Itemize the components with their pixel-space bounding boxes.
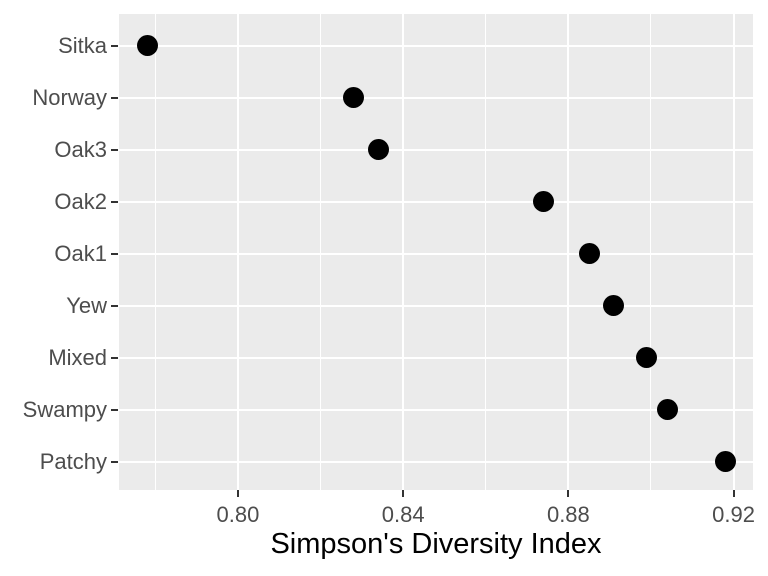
y-axis-label: Oak3	[54, 136, 107, 162]
y-axis-label: Oak2	[54, 188, 107, 214]
data-point	[533, 191, 555, 213]
y-axis-label: Mixed	[48, 344, 107, 370]
data-point	[343, 87, 365, 109]
y-tick-mark	[111, 148, 118, 151]
major-gridline-horizontal	[119, 356, 753, 359]
data-point	[603, 295, 625, 317]
plot-panel	[119, 14, 753, 490]
major-gridline-horizontal	[119, 148, 753, 151]
minor-gridline-vertical	[320, 14, 322, 490]
y-axis-label: Swampy	[22, 396, 107, 422]
x-tick-label: 0.80	[216, 502, 260, 527]
x-tick-mark	[402, 490, 405, 497]
y-tick-mark	[111, 304, 118, 307]
data-point	[136, 35, 158, 57]
y-tick-mark	[111, 252, 118, 255]
x-tick-label: 0.84	[381, 502, 425, 527]
y-tick-mark	[111, 96, 118, 99]
minor-gridline-vertical	[154, 14, 156, 490]
y-axis-label: Yew	[66, 292, 107, 318]
major-gridline-horizontal	[119, 252, 753, 255]
major-gridline-horizontal	[119, 408, 753, 411]
y-tick-mark	[111, 460, 118, 463]
data-point	[578, 243, 600, 265]
major-gridline-vertical	[236, 14, 239, 490]
data-point	[367, 139, 389, 161]
x-tick-mark	[732, 490, 735, 497]
x-tick-label: 0.88	[546, 502, 590, 527]
data-point	[636, 347, 658, 369]
y-axis-label: Oak1	[54, 240, 107, 266]
major-gridline-horizontal	[119, 96, 753, 99]
y-axis-label: Patchy	[39, 448, 107, 474]
major-gridline-vertical	[732, 14, 735, 490]
data-point	[714, 451, 736, 473]
major-gridline-horizontal	[119, 460, 753, 463]
major-gridline-vertical	[402, 14, 405, 490]
minor-gridline-vertical	[650, 14, 652, 490]
major-gridline-horizontal	[119, 304, 753, 307]
x-tick-mark	[236, 490, 239, 497]
major-gridline-horizontal	[119, 200, 753, 203]
y-axis-label: Sitka	[58, 32, 107, 58]
y-tick-mark	[111, 356, 118, 359]
data-point	[657, 399, 678, 421]
x-tick-label: 0.92	[712, 502, 755, 527]
major-gridline-horizontal	[119, 44, 753, 47]
y-tick-mark	[111, 44, 118, 47]
x-tick-mark	[567, 490, 570, 497]
y-tick-mark	[111, 408, 118, 411]
minor-gridline-vertical	[485, 14, 487, 490]
y-axis-label: Norway	[32, 84, 107, 110]
major-gridline-vertical	[567, 14, 570, 490]
x-axis-title: Simpson's Diversity Index	[270, 528, 602, 560]
y-tick-mark	[111, 200, 118, 203]
